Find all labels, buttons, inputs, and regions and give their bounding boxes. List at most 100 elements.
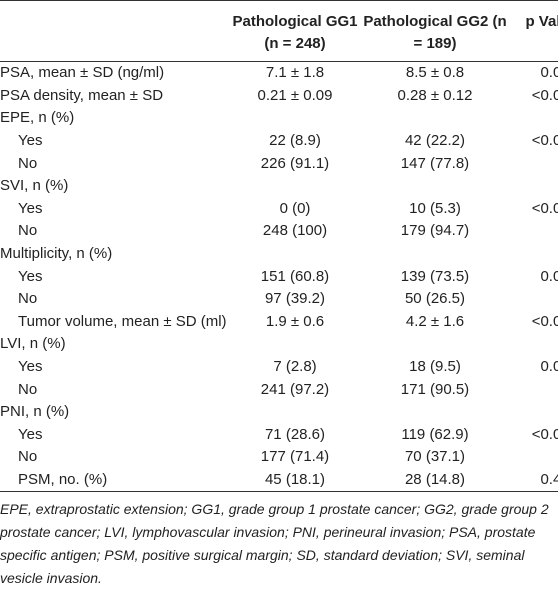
cell: 0.007 [540,267,558,285]
cell [510,152,558,175]
cell [510,446,558,469]
table-row: No 97 (39.2) 50 (26.5) [0,288,558,311]
table-row: Multiplicity, n (%) [0,243,558,266]
cell [510,107,558,130]
cell: 8.5 ± 0.8 [405,64,465,82]
cell: 7 (2.8) [273,358,317,376]
cell: 70 (37.1) [404,448,466,466]
cell: 139 (73.5) [400,267,470,285]
cell: 42 (22.2) [404,132,466,150]
cell: <0.001 [531,199,558,217]
row-label: Yes [18,267,43,285]
row-label: No [18,448,38,466]
table-row: Yes 151 (60.8) 139 (73.5) 0.007 [0,265,558,288]
row-label: No [18,222,38,240]
cell: 1.9 ± 0.6 [265,312,325,330]
row-label: PSA, mean ± SD (ng/ml) [0,64,165,82]
cell: 226 (91.1) [260,154,330,172]
table-row: Yes 71 (28.6) 119 (62.9) <0.001 [0,424,558,447]
table-row: PNI, n (%) [0,401,558,424]
table-row: No 177 (71.4) 70 (37.1) [0,446,558,469]
row-label: PSA density, mean ± SD [0,86,164,104]
data-table: Pathological GG1 (n = 248) Pathological … [0,0,558,493]
row-label: EPE, n (%) [0,109,75,127]
cell [510,378,558,401]
cell: <0.001 [531,312,558,330]
table-row: Yes 7 (2.8) 18 (9.5) 0.005 [0,356,558,379]
row-label: LVI, n (%) [0,335,66,353]
table-row: Yes 22 (8.9) 42 (22.2) <0.001 [0,130,558,153]
footnote: EPE, extraprostatic extension; GG1, grad… [0,501,549,587]
cell: 7.1 ± 1.8 [265,64,325,82]
cell: 45 (18.1) [230,468,360,493]
cell: 177 (71.4) [260,448,330,466]
cell [360,107,510,130]
cell: <0.001 [531,425,558,443]
row-label: Tumor volume, mean ± SD (ml) [18,312,227,330]
table-row: No 226 (91.1) 147 (77.8) [0,152,558,175]
table-row: PSA, mean ± SD (ng/ml) 7.1 ± 1.8 8.5 ± 0.8… [0,62,558,85]
row-label: SVI, n (%) [0,177,69,195]
cell [360,401,510,424]
cell [510,401,558,424]
row-label: Yes [18,199,43,217]
header-cell: Pathological GG1 (n = 248) [230,0,360,62]
cell: 179 (94.7) [400,222,470,240]
row-label: No [18,154,38,172]
row-label: Yes [18,132,43,150]
table-row: EPE, n (%) [0,107,558,130]
header-row: Pathological GG1 (n = 248) Pathological … [0,0,558,62]
cell [510,220,558,243]
cell: 151 (60.8) [260,267,330,285]
cell: 248 (100) [262,222,328,240]
table-row: No 248 (100) 179 (94.7) [0,220,558,243]
header-cell [0,0,230,62]
cell: 18 (9.5) [409,358,461,376]
row-label: PSM, no. (%) [0,468,230,493]
cell: 0.426 [510,468,558,493]
cell: 28 (14.8) [360,468,510,493]
cell: 171 (90.5) [400,380,470,398]
cell [360,243,510,266]
cell: 147 (77.8) [400,154,470,172]
table-row: PSM, no. (%)45 (18.1)28 (14.8)0.426 [0,468,558,493]
cell [230,401,360,424]
cell [360,175,510,198]
cell: 4.2 ± 1.6 [405,312,465,330]
table-row: LVI, n (%) [0,333,558,356]
row-label: No [18,290,38,308]
cell: 50 (26.5) [404,290,466,308]
cell: 0.28 ± 0.12 [397,86,473,104]
cell: 10 (5.3) [409,199,461,217]
cell: 0.21 ± 0.09 [257,86,333,104]
cell: 119 (62.9) [401,425,469,443]
header-cell: p Value [510,0,558,62]
table-body: PSA, mean ± SD (ng/ml) 7.1 ± 1.8 8.5 ± 0.8… [0,62,558,493]
cell: <0.001 [531,86,558,104]
table-row: SVI, n (%) [0,175,558,198]
table-row: Tumor volume, mean ± SD (ml) 1.9 ± 0.6 4.2… [0,311,558,334]
header-cell: Pathological GG2 (n = 189) [360,0,510,62]
cell: <0.001 [531,132,558,150]
cell [510,175,558,198]
cell: 0.040 [540,64,558,82]
cell: 71 (28.6) [264,425,326,443]
cell: 22 (8.9) [269,132,321,150]
row-label: PNI, n (%) [0,403,70,421]
row-label: Yes [18,425,43,443]
cell [230,243,360,266]
cell [510,333,558,356]
cell: 241 (97.2) [260,380,330,398]
cell [230,333,360,356]
cell [230,175,360,198]
cell [360,333,510,356]
row-label: Yes [18,358,43,376]
cell: 97 (39.2) [264,290,326,308]
row-label: Multiplicity, n (%) [0,245,113,263]
cell [510,243,558,266]
cell: 0 (0) [279,199,311,217]
row-label: No [18,380,38,398]
table-row: PSA density, mean ± SD 0.21 ± 0.09 0.28 ± … [0,85,558,108]
cell [510,288,558,311]
